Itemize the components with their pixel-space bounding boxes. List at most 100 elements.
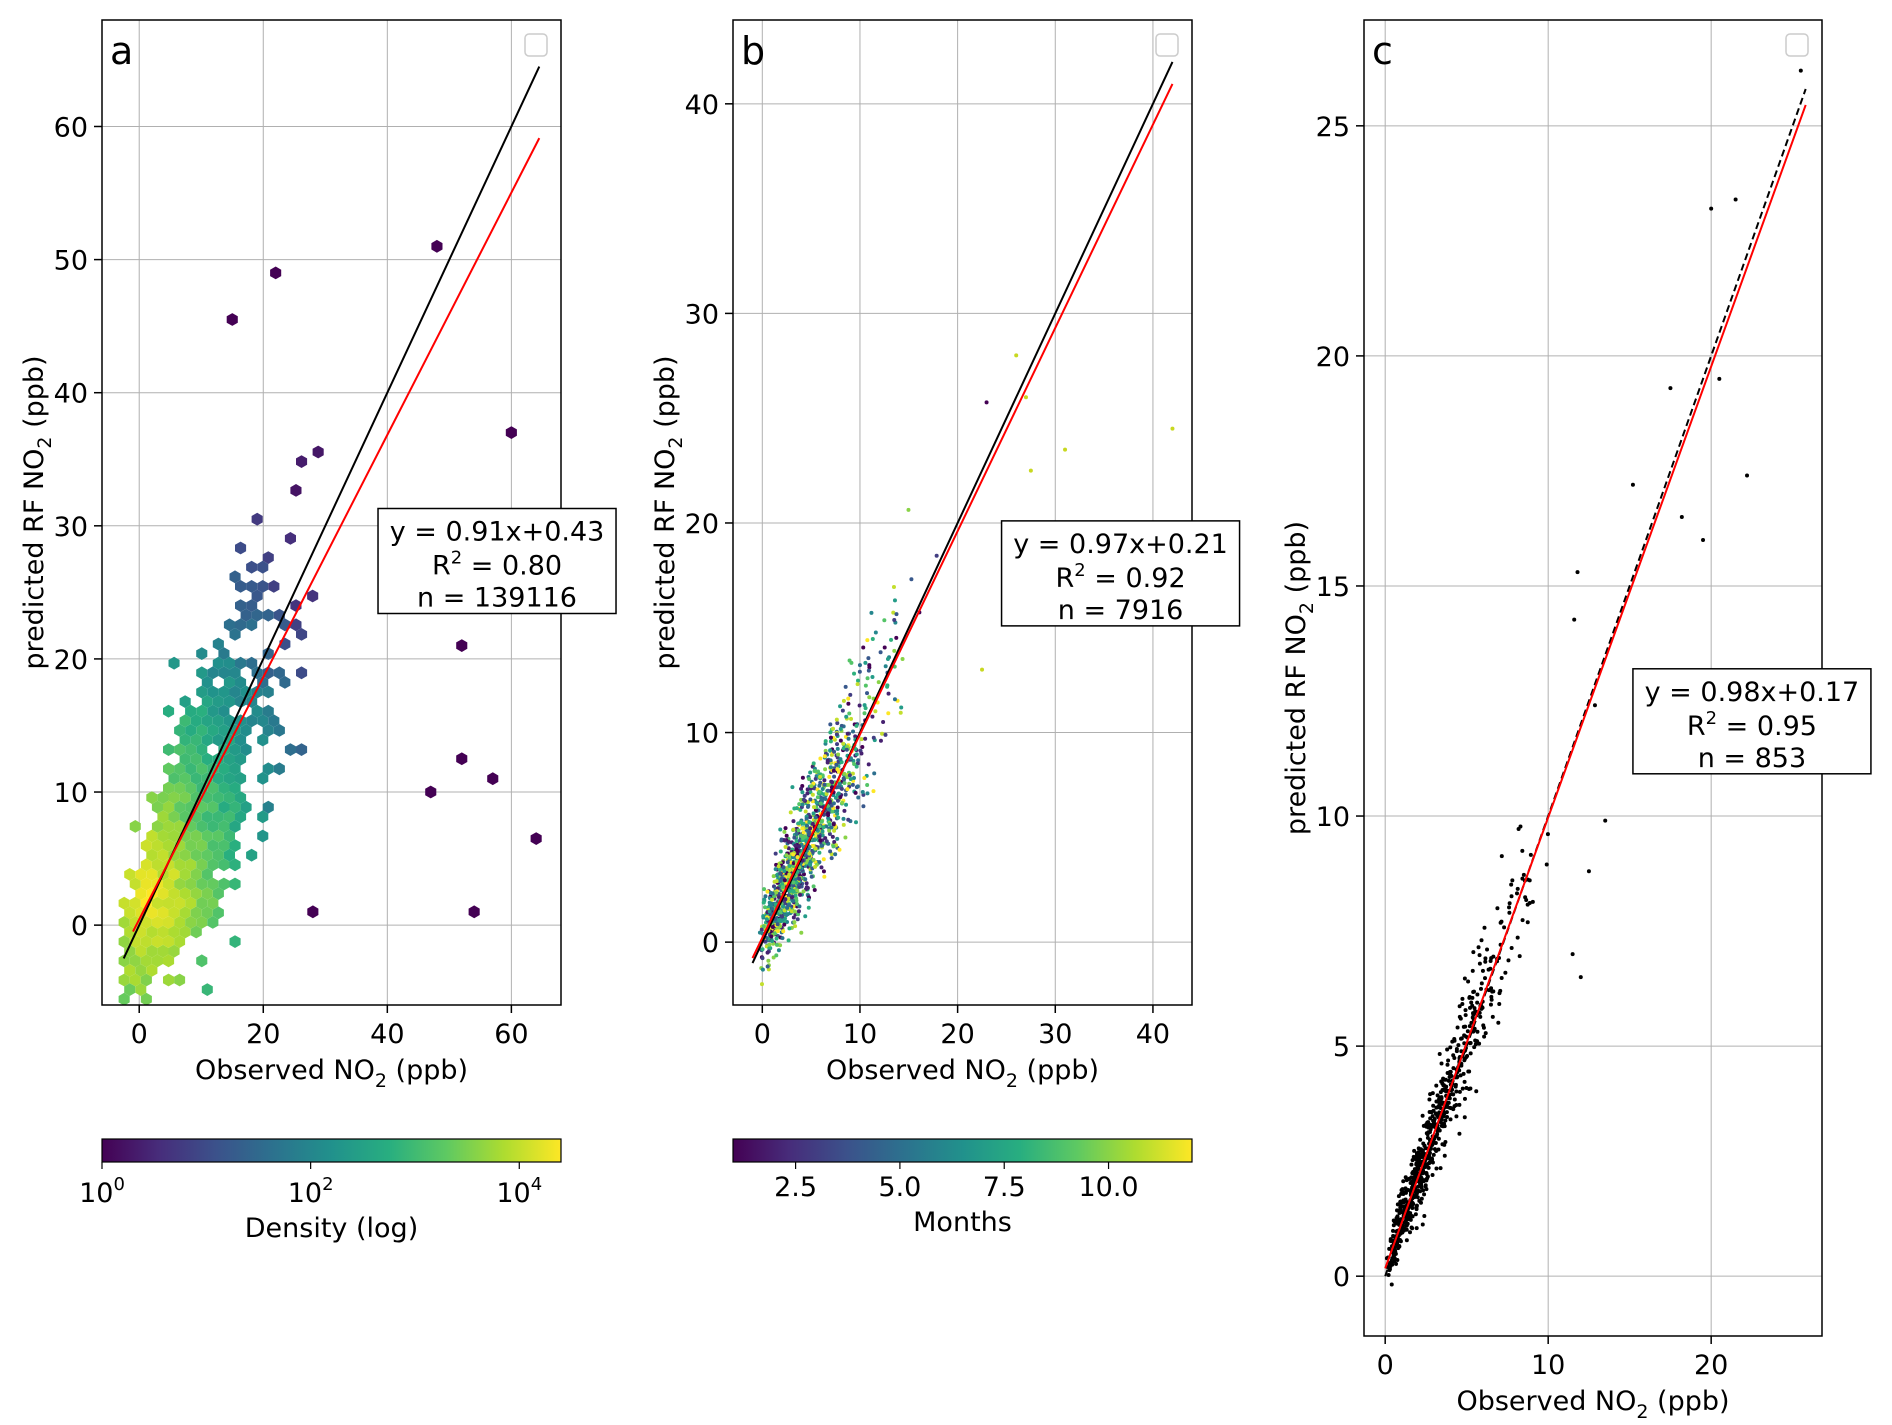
data-point [817, 850, 822, 855]
hexbin-cell [146, 906, 158, 920]
data-point [894, 635, 899, 640]
data-point [1470, 1015, 1475, 1020]
data-point [794, 880, 799, 885]
data-point [852, 671, 857, 676]
data-point [778, 878, 783, 883]
data-point [861, 645, 866, 650]
data-point [832, 840, 837, 845]
data-point [795, 848, 800, 853]
hexbin-cell [235, 580, 247, 593]
data-point [1435, 1105, 1440, 1110]
hexbin-cell [135, 868, 147, 881]
data-point [847, 711, 852, 716]
data-point [980, 667, 985, 672]
y-tick-label: 20 [685, 509, 719, 540]
data-point [1486, 967, 1491, 972]
data-point [831, 768, 836, 773]
data-point [1431, 1118, 1436, 1123]
data-point [851, 729, 856, 734]
data-point [828, 739, 833, 744]
data-point [859, 737, 864, 742]
data-point [876, 680, 881, 685]
data-point [1517, 954, 1522, 959]
hexbin-cell [257, 829, 269, 843]
data-point [764, 917, 769, 922]
data-point [821, 857, 826, 862]
hexbin-cell [185, 724, 197, 737]
data-point [1496, 1020, 1501, 1025]
data-point [1592, 703, 1597, 708]
data-point [843, 835, 848, 840]
y-axis-label-group: predicted RF NO2 (ppb) [19, 355, 56, 669]
data-point [1439, 1061, 1444, 1066]
data-point [1418, 1155, 1423, 1160]
data-point [865, 783, 870, 788]
hexbin-cell [218, 877, 230, 891]
data-point [786, 840, 791, 845]
data-point [1451, 1092, 1456, 1097]
data-point [1528, 852, 1533, 857]
hexbin-cell [235, 695, 247, 708]
data-point [883, 732, 888, 737]
data-point [769, 934, 774, 939]
data-point [809, 874, 814, 879]
data-point [770, 891, 775, 896]
data-point [853, 820, 858, 825]
y-axis-label-sub: 2 [665, 437, 687, 449]
data-point [800, 802, 805, 807]
hexbin-cell [124, 906, 136, 920]
x-axis-label-main: Observed NO [195, 1055, 375, 1086]
data-point [866, 656, 871, 661]
hexbin-cell [235, 541, 247, 555]
annotation-box [1632, 668, 1872, 775]
hexbin-cell [196, 685, 208, 699]
hexbin-cell [174, 916, 186, 929]
data-point [892, 617, 897, 622]
hexbin-cell [168, 810, 180, 824]
hexbin-cell [146, 925, 158, 939]
hexbin-cell [201, 733, 213, 747]
data-point [780, 885, 785, 890]
hexbin-cell [262, 608, 274, 622]
data-point [848, 776, 853, 781]
data-point [1430, 1091, 1435, 1096]
data-point [839, 760, 844, 765]
data-point [789, 909, 794, 914]
hexbin-cell [140, 992, 152, 1005]
data-point [1441, 1076, 1446, 1081]
data-point [1509, 894, 1514, 899]
hexbin-cell [151, 935, 163, 948]
data-point [849, 716, 854, 721]
data-point [826, 782, 831, 787]
data-point [810, 792, 815, 797]
data-point [843, 684, 848, 689]
hexbin-cell [257, 714, 269, 728]
hexbin-cell [218, 858, 230, 872]
y-tick-label: 10 [54, 778, 88, 809]
hexbin-cell [174, 973, 186, 987]
plot-area [751, 61, 1175, 987]
data-point [1527, 900, 1532, 905]
data-point [1434, 1083, 1439, 1088]
hexbin-cell [157, 925, 169, 939]
data-point [871, 735, 876, 740]
data-point [831, 844, 836, 849]
data-point [818, 756, 823, 761]
data-point [1401, 1179, 1406, 1184]
data-point [851, 775, 856, 780]
data-point [796, 828, 801, 833]
hexbin-cell [168, 772, 180, 785]
data-point [1470, 968, 1475, 973]
hexbin-cell [196, 724, 208, 737]
data-point [1463, 1013, 1468, 1018]
data-point [806, 905, 811, 910]
hexbin-cell [146, 829, 158, 843]
hexbin-cell [257, 772, 269, 785]
data-point [1448, 1069, 1453, 1074]
annotation-n: n = 7916 [1058, 595, 1184, 626]
data-point [818, 801, 823, 806]
y-axis-label-group: predicted RF NO2 (ppb) [650, 355, 687, 669]
hexbin-cell [312, 445, 324, 459]
data-point [827, 822, 832, 827]
data-point [778, 849, 783, 854]
